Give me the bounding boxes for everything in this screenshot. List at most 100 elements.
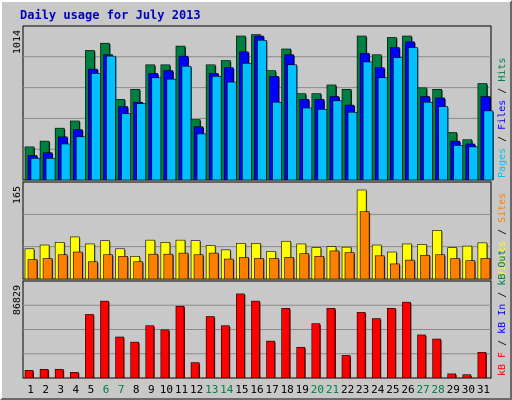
bar-sites-day-26 <box>405 259 415 280</box>
bar-sites-day-20 <box>314 256 325 280</box>
bar-pages-day-20 <box>317 109 328 181</box>
bar-pages-day-16 <box>257 40 267 181</box>
legend-item-0: Pages <box>497 148 508 178</box>
bar-kb-f-day-4 <box>69 372 79 379</box>
legend-item-2: kB In <box>497 304 508 334</box>
panel-3-y-max-label: 86829 <box>12 285 23 315</box>
x-tick-label-day-11: 11 <box>175 383 188 396</box>
x-tick-label-day-16: 16 <box>250 383 263 396</box>
bar-sites-day-22 <box>344 252 355 280</box>
bar-sites-day-6 <box>103 254 113 280</box>
bar-pages-day-14 <box>226 81 237 181</box>
bar-sites-day-29 <box>450 258 461 280</box>
bar-pages-day-24 <box>377 77 388 181</box>
bar-sites-day-7 <box>118 256 128 280</box>
bar-kb-f-day-10 <box>160 329 170 379</box>
bar-pages-day-29 <box>453 145 464 181</box>
bar-kb-f-day-11 <box>175 305 185 379</box>
legend-item-0: Visits <box>497 241 508 277</box>
bar-sites-day-1 <box>27 259 38 280</box>
bar-pages-day-22 <box>347 112 358 181</box>
x-tick-label-day-5: 5 <box>88 383 95 396</box>
legend-item-1: / <box>497 334 508 352</box>
x-tick-label-day-21: 21 <box>326 383 339 396</box>
legend-item-4: kB Out <box>497 250 508 286</box>
bar-sites-day-3 <box>57 254 68 280</box>
x-tick-label-day-8: 8 <box>133 383 140 396</box>
legend-item-1: / <box>497 223 508 241</box>
bar-sites-day-25 <box>390 263 400 280</box>
bar-pages-day-1 <box>30 158 41 181</box>
bar-kb-f-day-6 <box>100 300 109 379</box>
legend-item-3: / <box>497 82 508 100</box>
bar-kb-f-day-22 <box>341 355 351 379</box>
bar-kb-f-day-15 <box>236 293 245 379</box>
bar-kb-f-day-20 <box>311 323 321 379</box>
bar-kb-f-day-7 <box>115 336 124 379</box>
bar-sites-day-9 <box>148 253 159 280</box>
bar-sites-day-10 <box>163 253 174 280</box>
bar-kb-f-day-18 <box>281 307 290 379</box>
bar-kb-f-day-30 <box>462 374 472 379</box>
bar-kb-f-day-31 <box>477 352 487 379</box>
bar-pages-day-21 <box>332 100 343 181</box>
x-tick-label-day-9: 9 <box>148 383 155 396</box>
panel-1-legend: Pages / Files / Hits <box>497 58 508 178</box>
bar-kb-f-day-5 <box>85 314 94 379</box>
legend-item-0: kB F <box>497 352 508 376</box>
bar-kb-f-day-28 <box>432 338 441 379</box>
x-tick-label-day-3: 3 <box>57 383 64 396</box>
bar-sites-day-13 <box>208 252 219 280</box>
bar-pages-day-2 <box>45 158 56 181</box>
bar-kb-f-day-19 <box>296 346 306 379</box>
bar-kb-f-day-29 <box>447 373 457 379</box>
x-tick-label-day-31: 31 <box>477 383 490 396</box>
bar-pages-day-8 <box>136 103 146 181</box>
x-tick-label-day-26: 26 <box>401 383 414 396</box>
bar-kb-f-day-27 <box>417 334 426 379</box>
bar-pages-day-12 <box>196 133 207 181</box>
bar-pages-day-15 <box>242 63 252 181</box>
panel-2-legend: Visits / Sites <box>497 193 508 277</box>
x-tick-label-day-14: 14 <box>220 383 234 396</box>
bar-pages-day-30 <box>468 146 479 181</box>
x-tick-label-day-18: 18 <box>281 383 294 396</box>
bar-sites-day-2 <box>42 258 53 280</box>
x-tick-label-day-30: 30 <box>462 383 475 396</box>
x-tick-label-day-15: 15 <box>235 383 248 396</box>
bar-pages-day-31 <box>483 110 494 181</box>
bar-sites-day-30 <box>465 260 476 280</box>
x-tick-label-day-22: 22 <box>341 383 354 396</box>
bar-sites-day-21 <box>329 250 340 280</box>
bar-sites-day-11 <box>178 252 189 280</box>
bar-pages-day-26 <box>408 47 418 181</box>
legend-item-3: / <box>497 286 508 304</box>
legend-item-1: / <box>497 130 508 148</box>
x-tick-label-day-10: 10 <box>160 383 173 396</box>
x-tick-label-day-25: 25 <box>386 383 399 396</box>
bar-kb-f-day-16 <box>251 300 260 379</box>
x-tick-label-day-1: 1 <box>27 383 34 396</box>
bar-pages-day-17 <box>272 101 282 181</box>
x-tick-label-day-28: 28 <box>432 383 445 396</box>
bar-sites-day-5 <box>88 261 98 280</box>
bar-pages-day-7 <box>121 113 131 181</box>
x-tick-label-day-6: 6 <box>103 383 110 396</box>
bar-kb-f-day-1 <box>24 370 34 379</box>
x-tick-label-day-29: 29 <box>447 383 460 396</box>
legend-item-2: Sites <box>497 193 508 223</box>
x-tick-label-day-23: 23 <box>356 383 369 396</box>
bar-kb-f-day-17 <box>266 340 275 379</box>
bar-pages-day-19 <box>302 107 313 181</box>
bar-sites-day-8 <box>133 261 143 280</box>
x-tick-label-day-2: 2 <box>42 383 49 396</box>
bar-sites-day-23 <box>359 211 370 280</box>
x-tick-label-day-24: 24 <box>371 383 385 396</box>
bar-pages-day-3 <box>60 143 71 181</box>
bar-kb-f-day-21 <box>326 307 336 379</box>
bar-sites-day-16 <box>254 258 264 280</box>
panel-3-legend: kB F / kB In / kB Out <box>497 250 508 376</box>
bar-kb-f-day-14 <box>220 325 230 379</box>
